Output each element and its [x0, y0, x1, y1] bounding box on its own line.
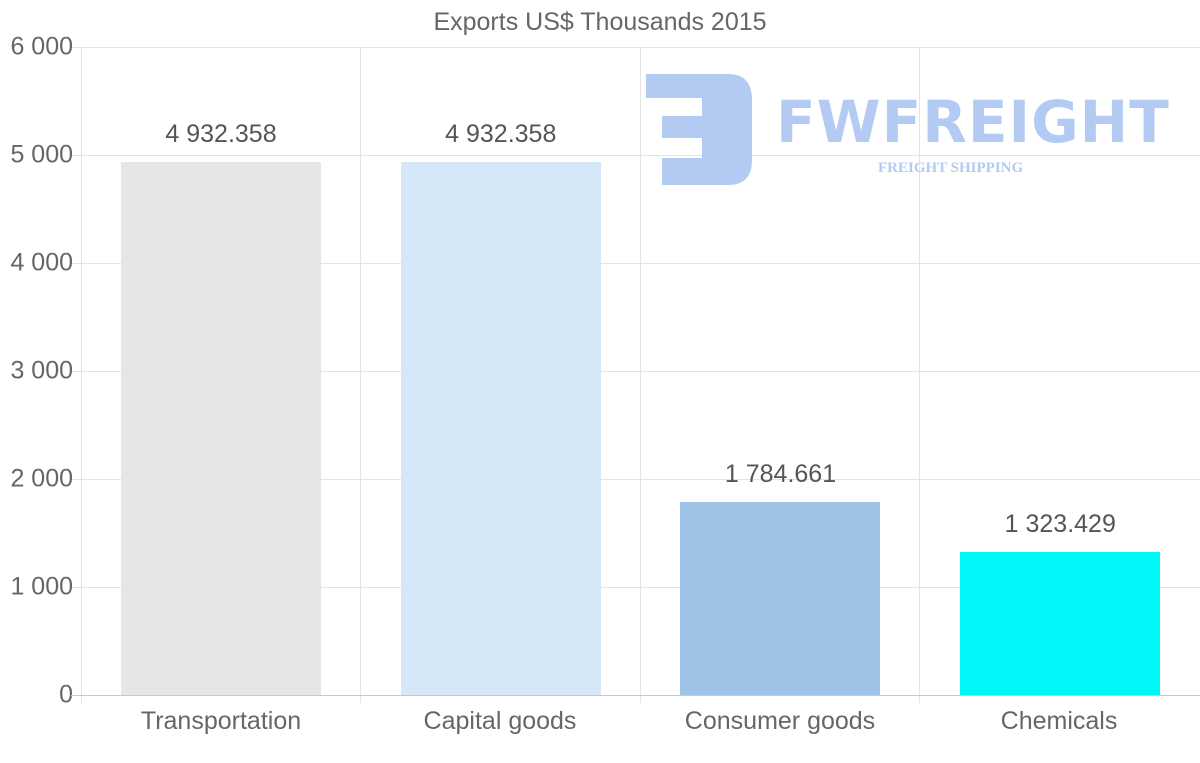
plot-area: 6 000 5 000 4 000 3 000 2 000 1 000 0 4 …: [10, 33, 1200, 735]
ytick-label: 4 000: [10, 248, 73, 277]
bar-chemicals[interactable]: [960, 552, 1161, 695]
y-axis-line: [81, 47, 82, 703]
bar-transportation[interactable]: [120, 162, 321, 695]
bar-consumer-goods[interactable]: [680, 502, 881, 695]
ytick-label: 3 000: [10, 356, 73, 385]
xtick-label: Consumer goods: [684, 707, 876, 735]
value-label: 1 323.429: [1004, 510, 1116, 539]
value-label: 1 784.661: [724, 460, 837, 489]
fwfreight-logo-icon: [646, 74, 752, 185]
ytick-label: 5 000: [10, 140, 73, 169]
ytick-label: 2 000: [10, 464, 73, 493]
vgridline: [919, 47, 920, 703]
gridline-6000: [71, 47, 1200, 48]
value-label: 4 932.358: [445, 120, 557, 149]
vgridline: [360, 47, 361, 703]
gridline-5000: [71, 155, 1200, 156]
ytick-label: 6 000: [10, 32, 73, 61]
watermark-tagline: FREIGHT SHIPPING: [878, 160, 1024, 176]
watermark-brand: FWFREIGHT: [776, 88, 1170, 156]
bar-capital-goods[interactable]: [400, 162, 601, 695]
xtick-label: Transportation: [140, 707, 302, 735]
gridline-3000: [71, 371, 1200, 372]
gridline-1000: [71, 587, 1200, 588]
xtick-label: Capital goods: [423, 707, 577, 735]
ytick-label: 1 000: [10, 572, 73, 601]
vgridline: [640, 47, 641, 703]
gridline-4000: [71, 263, 1200, 264]
fwfreight-watermark: FWFREIGHT FREIGHT SHIPPING: [646, 72, 1169, 187]
ytick-label: 0: [59, 680, 73, 709]
chart-title: Exports US$ Thousands 2015: [433, 8, 767, 36]
gridline-2000: [71, 479, 1200, 480]
x-axis-line: [71, 695, 1200, 696]
value-label: 4 932.358: [165, 120, 277, 149]
xtick-label: Chemicals: [1000, 707, 1118, 735]
